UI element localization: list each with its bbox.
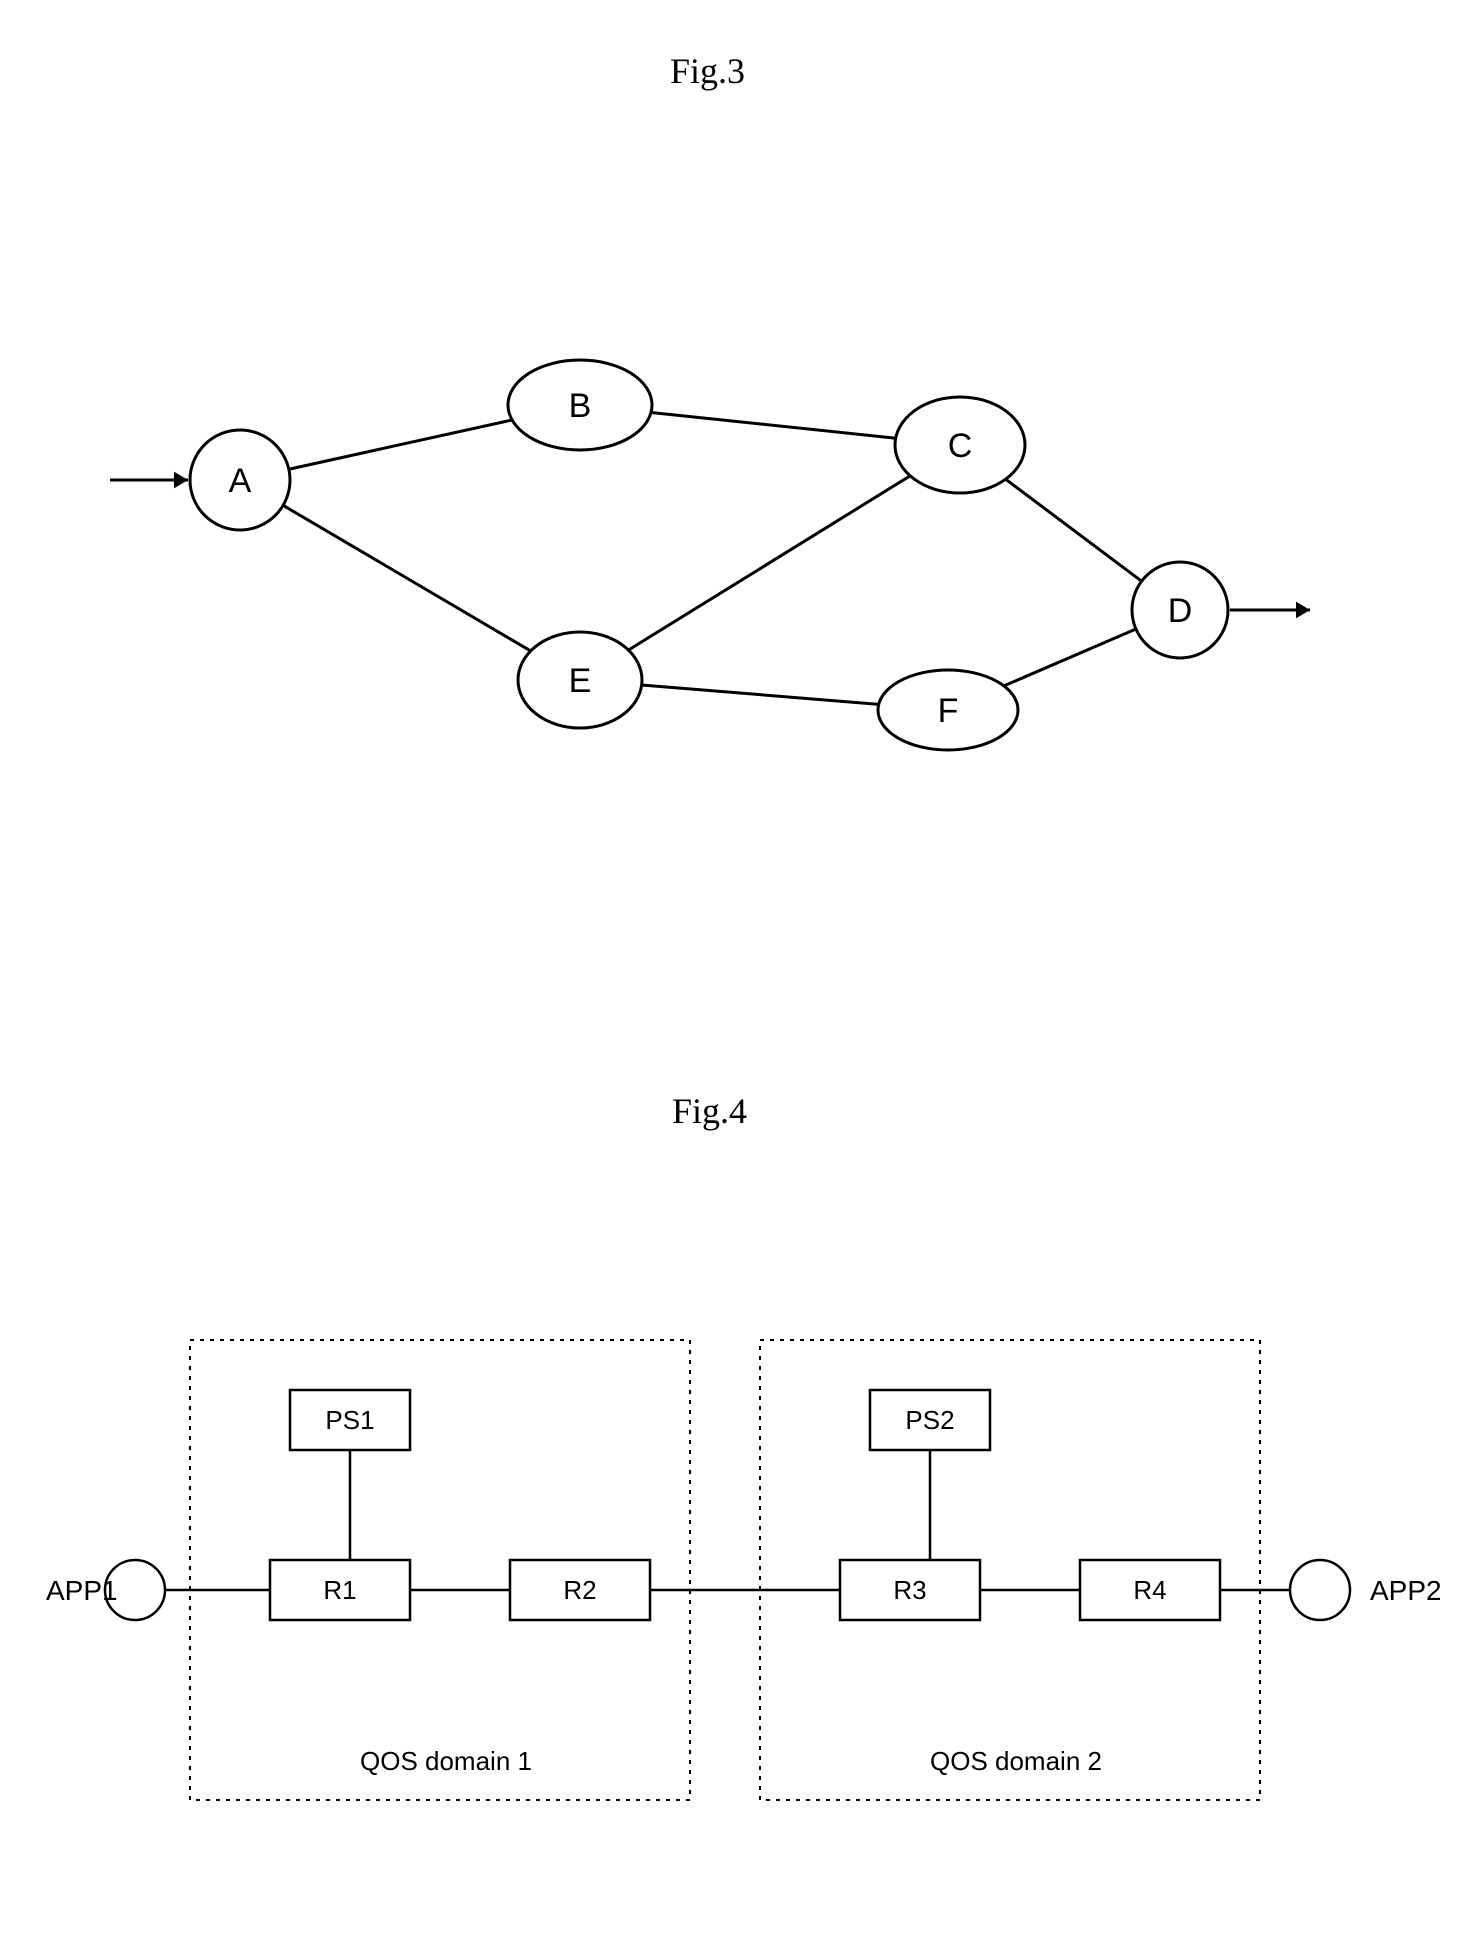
box-label-r4: R4 <box>1133 1575 1166 1605</box>
figure4-title: Fig.4 <box>672 1090 747 1132</box>
figure3-title: Fig.3 <box>670 50 745 92</box>
box-label-r3: R3 <box>893 1575 926 1605</box>
box-label-ps2: PS2 <box>905 1405 954 1435</box>
endpoint-app2 <box>1290 1560 1350 1620</box>
box-label-r2: R2 <box>563 1575 596 1605</box>
node-label-e: E <box>569 662 592 700</box>
node-label-a: A <box>229 462 252 500</box>
node-label-d: D <box>1168 592 1193 630</box>
node-label-f: F <box>938 692 959 730</box>
figure3-diagram: A B C D E F <box>90 310 1350 830</box>
page: Fig.3 ABCDEF Fig.4 QOS domain 1QOS domai… <box>0 0 1479 1959</box>
figure4-diagram: QOS domain 1 QOS domain 2 PS1 R1 R2 PS2 R3 R4 AP… <box>40 1280 1440 1840</box>
endpoint-label-app2: APP2 <box>1370 1575 1440 1606</box>
domain-label-1: QOS domain 1 <box>360 1746 532 1776</box>
endpoint-label-app1: APP1 <box>46 1575 118 1606</box>
domain-label-2: QOS domain 2 <box>930 1746 1102 1776</box>
node-label-c: C <box>948 427 973 465</box>
box-label-ps1: PS1 <box>325 1405 374 1435</box>
node-label-b: B <box>569 387 592 425</box>
box-label-r1: R1 <box>323 1575 356 1605</box>
